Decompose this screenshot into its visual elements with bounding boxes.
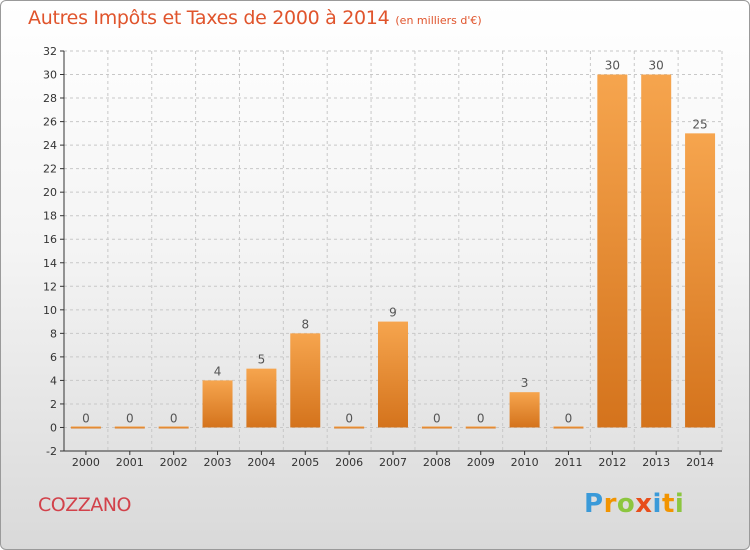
data-label: 0 (126, 411, 134, 425)
bar (114, 426, 145, 429)
y-tick-label: 12 (43, 280, 57, 293)
y-tick-label: 0 (50, 421, 57, 434)
data-label: 0 (565, 411, 573, 425)
data-label: 0 (433, 411, 441, 425)
data-label: 0 (345, 411, 353, 425)
logo-letter: i (674, 489, 685, 519)
y-tick-label: 20 (43, 186, 57, 199)
data-label: 9 (389, 306, 397, 320)
bar (421, 426, 452, 429)
x-tick-label: 2008 (423, 456, 451, 469)
y-tick-label: 22 (43, 163, 57, 176)
x-tick-label: 2003 (204, 456, 232, 469)
x-tick-label: 2004 (247, 456, 275, 469)
x-tick-label: 2006 (335, 456, 363, 469)
data-label: 0 (82, 411, 90, 425)
data-label: 30 (649, 59, 664, 73)
logo-letter: x (635, 489, 653, 519)
bar (597, 74, 628, 428)
chart-title-text: Autres Impôts et Taxes de 2000 à 2014 (28, 7, 390, 29)
x-tick-label: 2014 (686, 456, 714, 469)
y-tick-label: -2 (46, 445, 57, 458)
chart-title: Autres Impôts et Taxes de 2000 à 2014 (en… (28, 7, 482, 29)
y-tick-label: 4 (50, 374, 57, 387)
bar (641, 74, 672, 428)
y-tick-label: 32 (43, 45, 57, 58)
bar (685, 133, 716, 428)
data-label: 8 (301, 317, 309, 331)
y-tick-label: 28 (43, 92, 57, 105)
bar (378, 321, 408, 428)
y-tick-label: 30 (43, 69, 57, 82)
x-tick-label: 2002 (160, 456, 188, 469)
y-tick-label: 14 (43, 257, 57, 270)
y-tick-label: 10 (43, 304, 57, 317)
chart-subtitle: (en milliers d'€) (395, 14, 482, 27)
y-tick-label: 26 (43, 116, 57, 129)
data-label: 3 (521, 376, 529, 390)
bar (553, 426, 584, 429)
data-label: 5 (258, 353, 266, 367)
bar (202, 380, 233, 428)
x-tick-label: 2012 (598, 456, 626, 469)
data-label: 30 (605, 59, 620, 73)
x-tick-label: 2000 (72, 456, 100, 469)
proxiti-logo: Proxiti (584, 489, 684, 519)
y-tick-label: 8 (50, 327, 57, 340)
bar (290, 333, 321, 428)
logo-letter: r (603, 489, 617, 519)
data-label: 4 (214, 364, 222, 378)
logo-letter: t (661, 489, 675, 519)
y-tick-label: 24 (43, 139, 57, 152)
logo-letter: i (652, 489, 662, 519)
data-label: 0 (477, 411, 485, 425)
x-tick-label: 2013 (642, 456, 670, 469)
x-tick-label: 2007 (379, 456, 407, 469)
bar (465, 426, 496, 429)
y-tick-label: 6 (50, 351, 57, 364)
x-tick-label: 2011 (554, 456, 582, 469)
x-tick-label: 2009 (467, 456, 495, 469)
logo-letter: P (584, 489, 604, 519)
bar (70, 426, 101, 429)
y-tick-label: 2 (50, 398, 57, 411)
data-label: 25 (692, 117, 707, 131)
bar (334, 426, 365, 429)
x-tick-label: 2005 (291, 456, 319, 469)
logo-letter: o (616, 489, 636, 519)
bar (158, 426, 189, 429)
bar (246, 368, 277, 428)
commune-name: COZZANO (38, 494, 131, 516)
x-tick-label: 2001 (116, 456, 144, 469)
x-tick-label: 2010 (511, 456, 539, 469)
y-tick-label: 16 (43, 233, 57, 246)
bar (509, 392, 540, 428)
data-label: 0 (170, 411, 178, 425)
y-tick-label: 18 (43, 210, 57, 223)
